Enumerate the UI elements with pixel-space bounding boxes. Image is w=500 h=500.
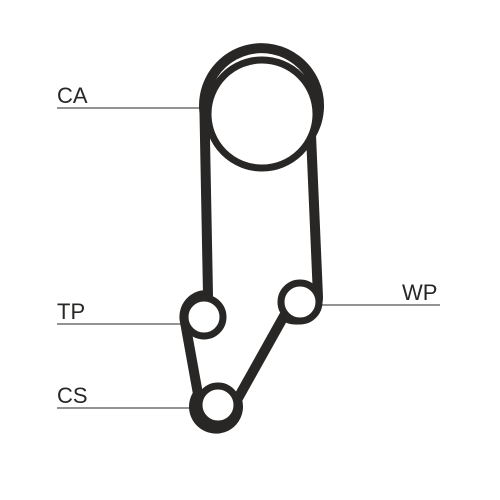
- belt-diagram: CA TP WP CS: [0, 0, 500, 500]
- pulley-wp: [281, 283, 319, 321]
- pulley-cs: [199, 386, 237, 424]
- pulley-tp: [185, 298, 223, 336]
- label-cs: CS: [57, 383, 88, 408]
- label-wp: WP: [402, 280, 437, 305]
- label-tp: TP: [57, 299, 85, 324]
- pulley-ca: [208, 60, 316, 168]
- label-ca: CA: [57, 83, 88, 108]
